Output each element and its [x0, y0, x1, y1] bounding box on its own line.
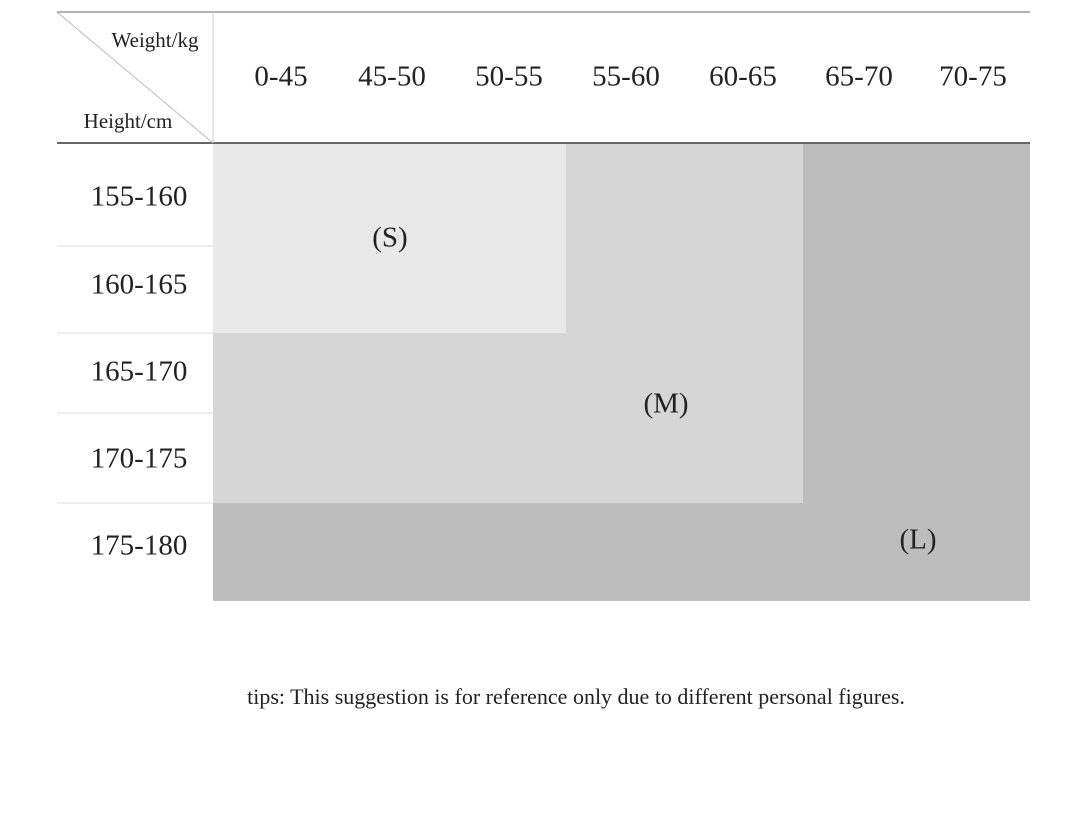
height-label: Height/cm: [84, 109, 173, 133]
row-header: 175-180: [91, 530, 188, 562]
size-label: (S): [372, 222, 407, 254]
column-header: 70-75: [939, 61, 1007, 93]
column-header: 50-55: [475, 61, 543, 93]
row-header: 160-165: [91, 269, 188, 301]
diagonal: [56, 11, 214, 144]
size-label: (M): [643, 388, 688, 420]
row-header: 155-160: [91, 181, 188, 213]
column-header: 0-45: [254, 61, 307, 93]
weight-label: Weight/kg: [112, 28, 199, 52]
column-header: 65-70: [825, 61, 893, 93]
row-separators: [57, 245, 213, 504]
row-header: 170-175: [91, 443, 188, 475]
column-header: 45-50: [358, 61, 426, 93]
region-s: [213, 143, 566, 333]
row-header: 165-170: [91, 356, 188, 388]
tips: tips: This suggestion is for reference o…: [247, 684, 905, 709]
column-header: 55-60: [592, 61, 660, 93]
column-header: 60-65: [709, 61, 777, 93]
size-label: (L): [899, 524, 936, 556]
